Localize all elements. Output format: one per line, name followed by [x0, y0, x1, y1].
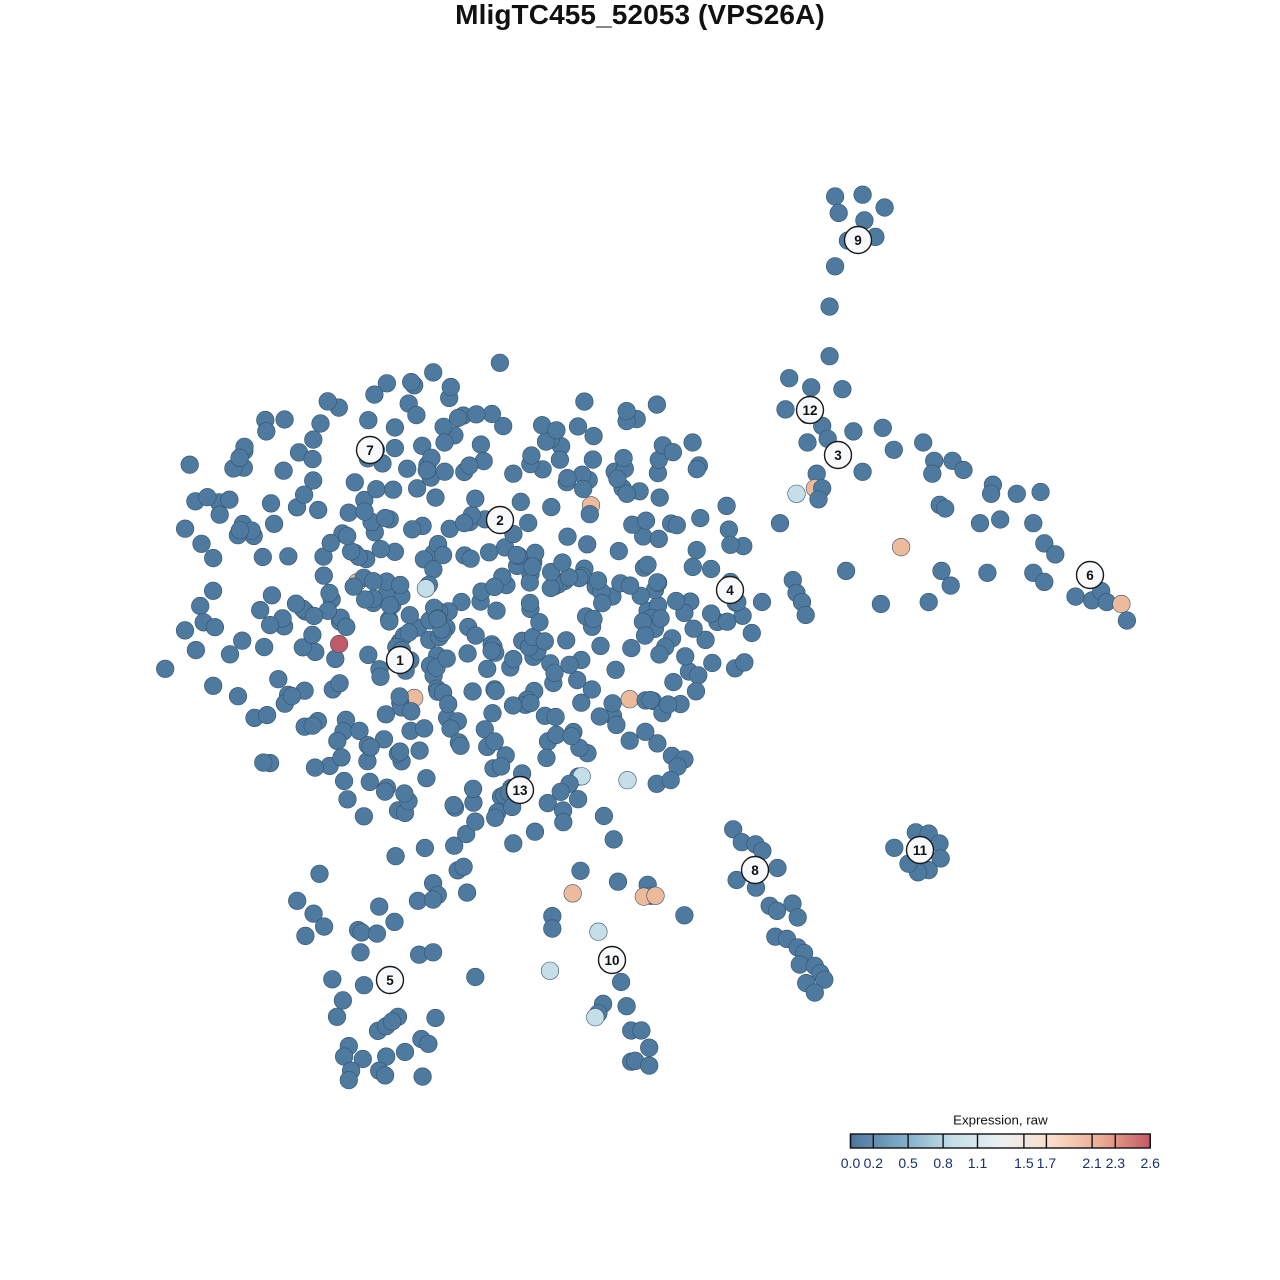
- svg-text:3: 3: [834, 448, 842, 463]
- svg-text:7: 7: [366, 443, 374, 458]
- svg-text:2.1: 2.1: [1082, 1155, 1102, 1171]
- svg-text:11: 11: [913, 843, 928, 858]
- svg-text:6: 6: [1086, 568, 1094, 583]
- svg-text:10: 10: [604, 953, 619, 968]
- svg-text:8: 8: [751, 863, 759, 878]
- svg-text:5: 5: [386, 973, 394, 988]
- svg-text:Expression, raw: Expression, raw: [953, 1113, 1048, 1128]
- svg-text:0.0: 0.0: [841, 1155, 861, 1171]
- svg-text:1.7: 1.7: [1037, 1155, 1057, 1171]
- svg-text:0.8: 0.8: [933, 1155, 953, 1171]
- svg-text:13: 13: [512, 783, 528, 798]
- svg-text:12: 12: [802, 403, 817, 418]
- svg-text:2: 2: [496, 513, 504, 528]
- svg-text:0.5: 0.5: [898, 1155, 918, 1171]
- svg-text:0.2: 0.2: [864, 1155, 884, 1171]
- svg-text:9: 9: [854, 233, 862, 248]
- svg-text:4: 4: [726, 583, 734, 598]
- svg-text:2.6: 2.6: [1140, 1155, 1160, 1171]
- svg-text:1: 1: [396, 653, 404, 668]
- svg-text:1.1: 1.1: [968, 1155, 988, 1171]
- svg-text:1.5: 1.5: [1014, 1155, 1034, 1171]
- svg-text:2.3: 2.3: [1106, 1155, 1126, 1171]
